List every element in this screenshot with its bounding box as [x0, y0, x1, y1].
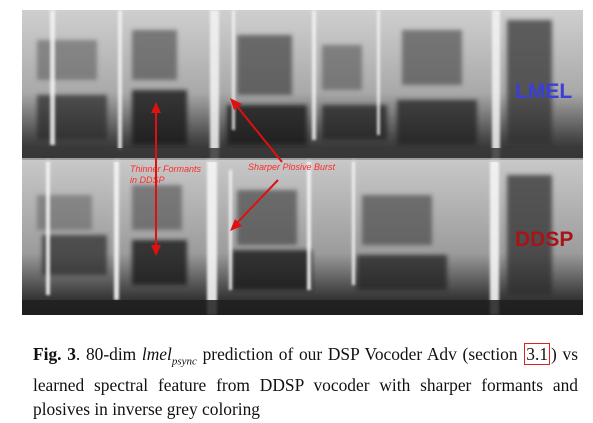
- caption-text-2: prediction of our DSP Vocoder Adv (secti…: [197, 344, 523, 364]
- math-main: lmel: [142, 344, 172, 364]
- lmel-spectrogram: [22, 10, 583, 160]
- ddsp-label: DDSP: [515, 228, 573, 251]
- formants-annotation-line2: in DDSP: [130, 175, 165, 185]
- figure-number: Fig. 3: [33, 344, 76, 364]
- math-subscript: psync: [172, 355, 197, 367]
- figure-caption: Fig. 3. 80-dim lmelpsync prediction of o…: [33, 342, 578, 421]
- ddsp-spectrogram: [22, 160, 583, 315]
- spectrogram-figure: LMEL DDSP Thinner Formants in DDSP Sharp…: [22, 10, 583, 315]
- plosive-annotation: Sharper Plosive Burst: [248, 162, 336, 172]
- formants-annotation-line1: Thinner Formants: [130, 164, 202, 174]
- lmel-label: LMEL: [515, 80, 572, 103]
- caption-text-1: 80-dim: [86, 344, 142, 364]
- caption-separator: .: [76, 344, 86, 364]
- section-reference-link[interactable]: 3.1: [524, 343, 550, 365]
- caption-math: lmelpsync: [142, 344, 197, 364]
